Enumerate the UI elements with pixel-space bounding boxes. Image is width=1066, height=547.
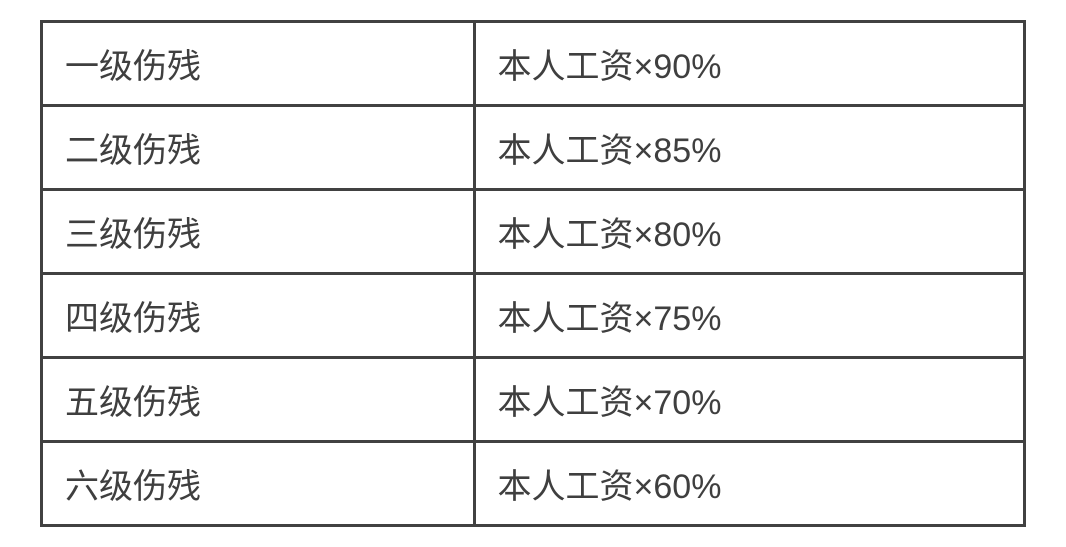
disability-level-cell: 五级伤残 [42, 358, 475, 442]
table-row: 六级伤残 本人工资×60% [42, 442, 1025, 526]
compensation-formula-cell: 本人工资×90% [474, 22, 1024, 106]
disability-level-cell: 四级伤残 [42, 274, 475, 358]
disability-level-cell: 一级伤残 [42, 22, 475, 106]
compensation-formula-cell: 本人工资×80% [474, 190, 1024, 274]
compensation-formula-cell: 本人工资×75% [474, 274, 1024, 358]
table-row: 四级伤残 本人工资×75% [42, 274, 1025, 358]
disability-level-cell: 六级伤残 [42, 442, 475, 526]
table-row: 二级伤残 本人工资×85% [42, 106, 1025, 190]
disability-level-cell: 三级伤残 [42, 190, 475, 274]
table-row: 三级伤残 本人工资×80% [42, 190, 1025, 274]
compensation-formula-cell: 本人工资×85% [474, 106, 1024, 190]
table-row: 一级伤残 本人工资×90% [42, 22, 1025, 106]
disability-level-cell: 二级伤残 [42, 106, 475, 190]
disability-compensation-table: 一级伤残 本人工资×90% 二级伤残 本人工资×85% 三级伤残 本人工资×80… [40, 20, 1026, 527]
table-row: 五级伤残 本人工资×70% [42, 358, 1025, 442]
compensation-formula-cell: 本人工资×60% [474, 442, 1024, 526]
disability-compensation-table-container: 一级伤残 本人工资×90% 二级伤残 本人工资×85% 三级伤残 本人工资×80… [40, 20, 1026, 527]
compensation-formula-cell: 本人工资×70% [474, 358, 1024, 442]
